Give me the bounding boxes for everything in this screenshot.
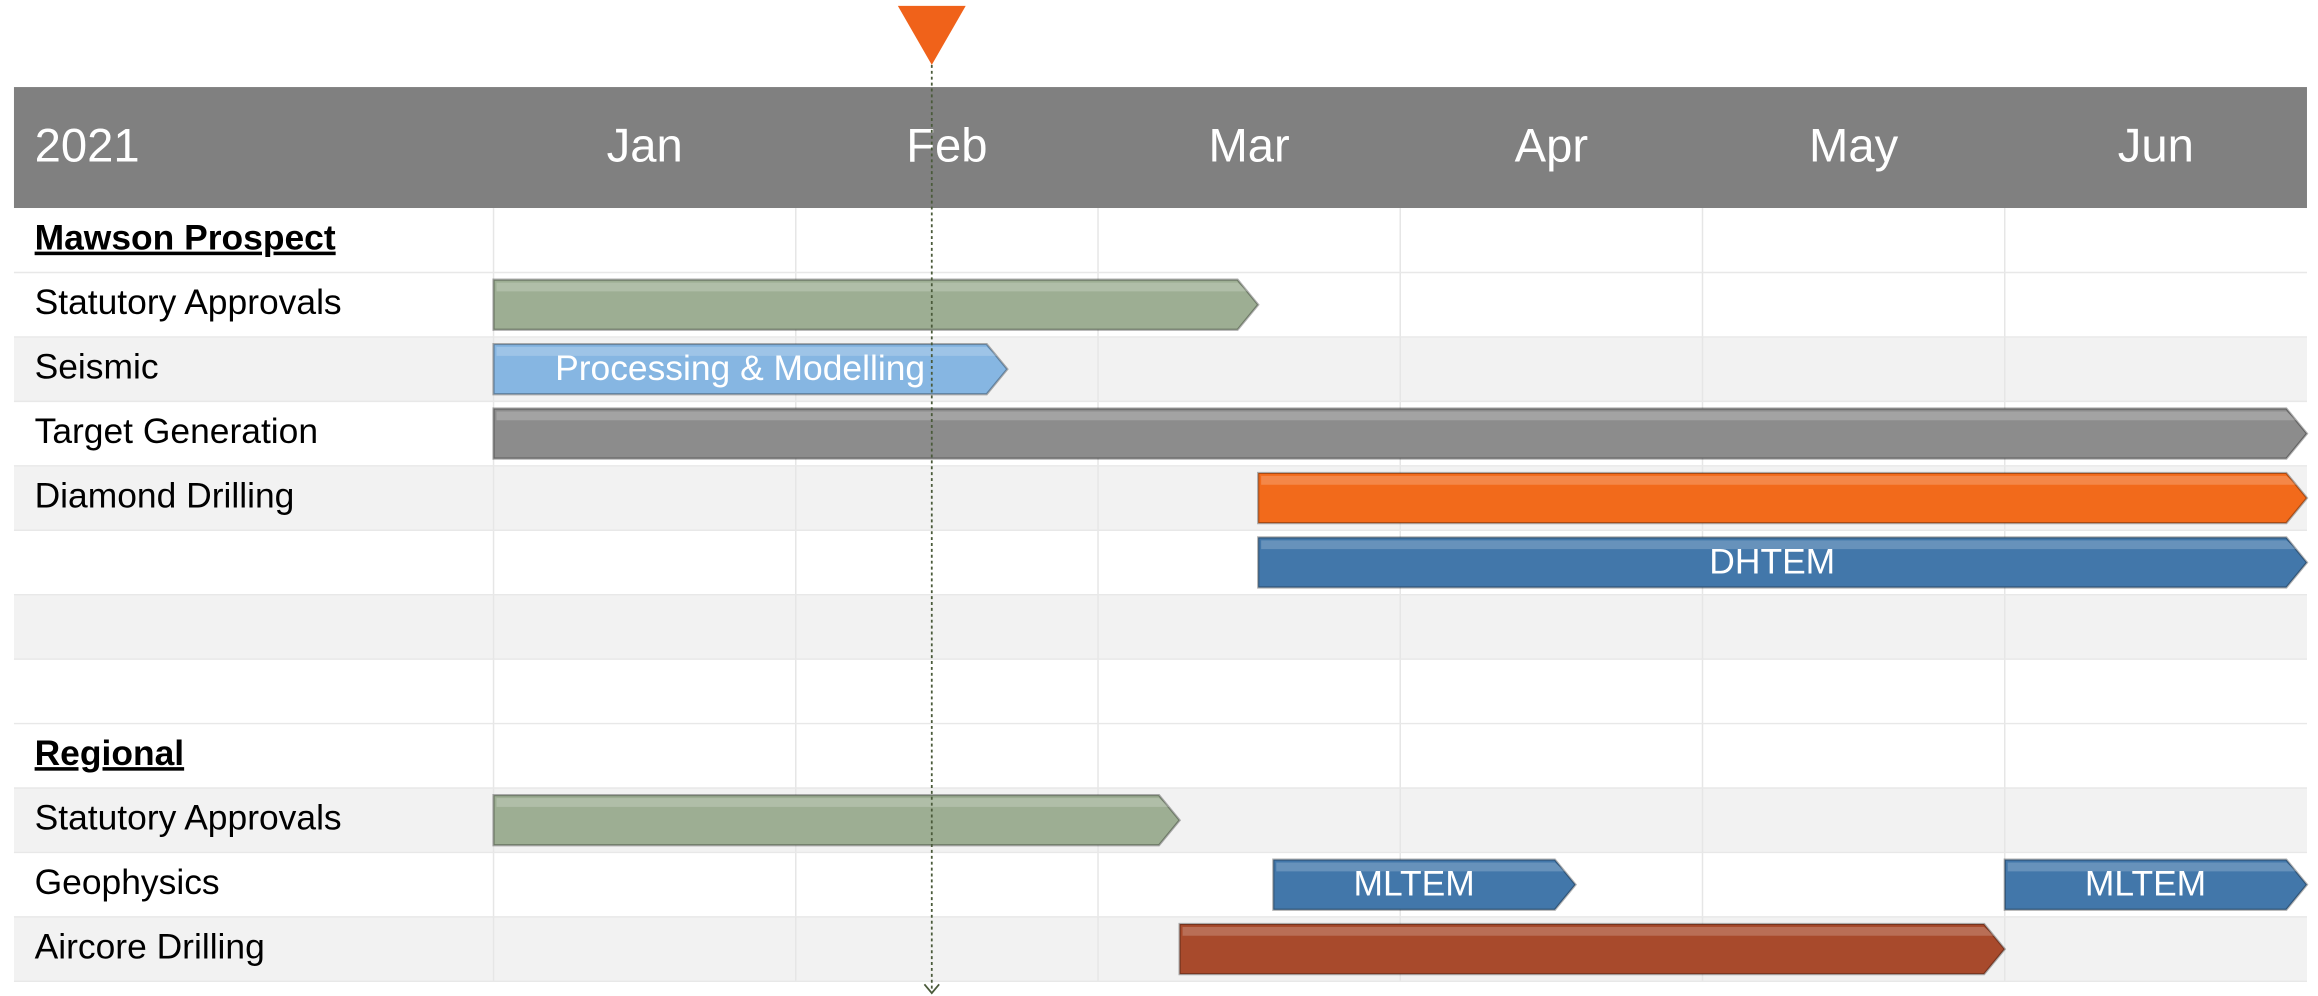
row-label: Geophysics [35,862,220,902]
today-line-arrow [923,983,940,995]
row-band [13,659,2307,724]
bar-highlight [1261,540,2297,550]
row-band [13,852,2307,917]
bar-highlight [496,347,998,356]
month-label: Apr [1515,119,1588,172]
task-bar [1178,922,2007,976]
month-label: Jan [607,119,683,172]
bar-label: MLTEM [2085,863,2206,903]
task-bar [1257,471,2309,525]
task-bar [492,407,2309,460]
bar-highlight [496,282,1248,292]
row-label: Diamond Drilling [35,475,295,515]
year-label: 2021 [35,119,140,172]
row-band [13,723,2307,788]
row-label: Aircore Drilling [35,926,265,966]
task-bar [492,342,1009,396]
task-bar [1272,858,1577,911]
task-bar [492,794,1182,847]
section-heading: Mawson Prospect [35,218,336,258]
row-label: Statutory Approvals [35,282,342,322]
month-label: Feb [906,119,987,172]
month-label: Jun [2118,119,2194,172]
bar-highlight [1182,926,1995,936]
row-label: Target Generation [35,411,318,451]
today-marker [897,5,966,65]
bar-highlight [2007,862,2297,872]
row-band [13,336,2307,402]
bar-highlight [496,798,1170,807]
bar-highlight [1261,475,2297,485]
row-label: Statutory Approvals [35,798,342,838]
task-bar [2003,858,2309,911]
task-bar [1257,536,2309,589]
bar-label: Processing & Modelling [555,348,925,388]
bar-label: MLTEM [1353,863,1474,903]
month-label: May [1809,119,1899,172]
row-band [13,208,2307,273]
month-label: Mar [1208,119,1289,172]
row-label: Seismic [35,347,159,387]
bar-highlight [1276,862,1566,872]
section-heading: Regional [35,733,185,773]
row-band [13,594,2307,660]
bar-highlight [496,411,2297,421]
bar-label: DHTEM [1709,541,1835,581]
task-bar [492,278,1260,331]
header-band [13,87,2307,209]
